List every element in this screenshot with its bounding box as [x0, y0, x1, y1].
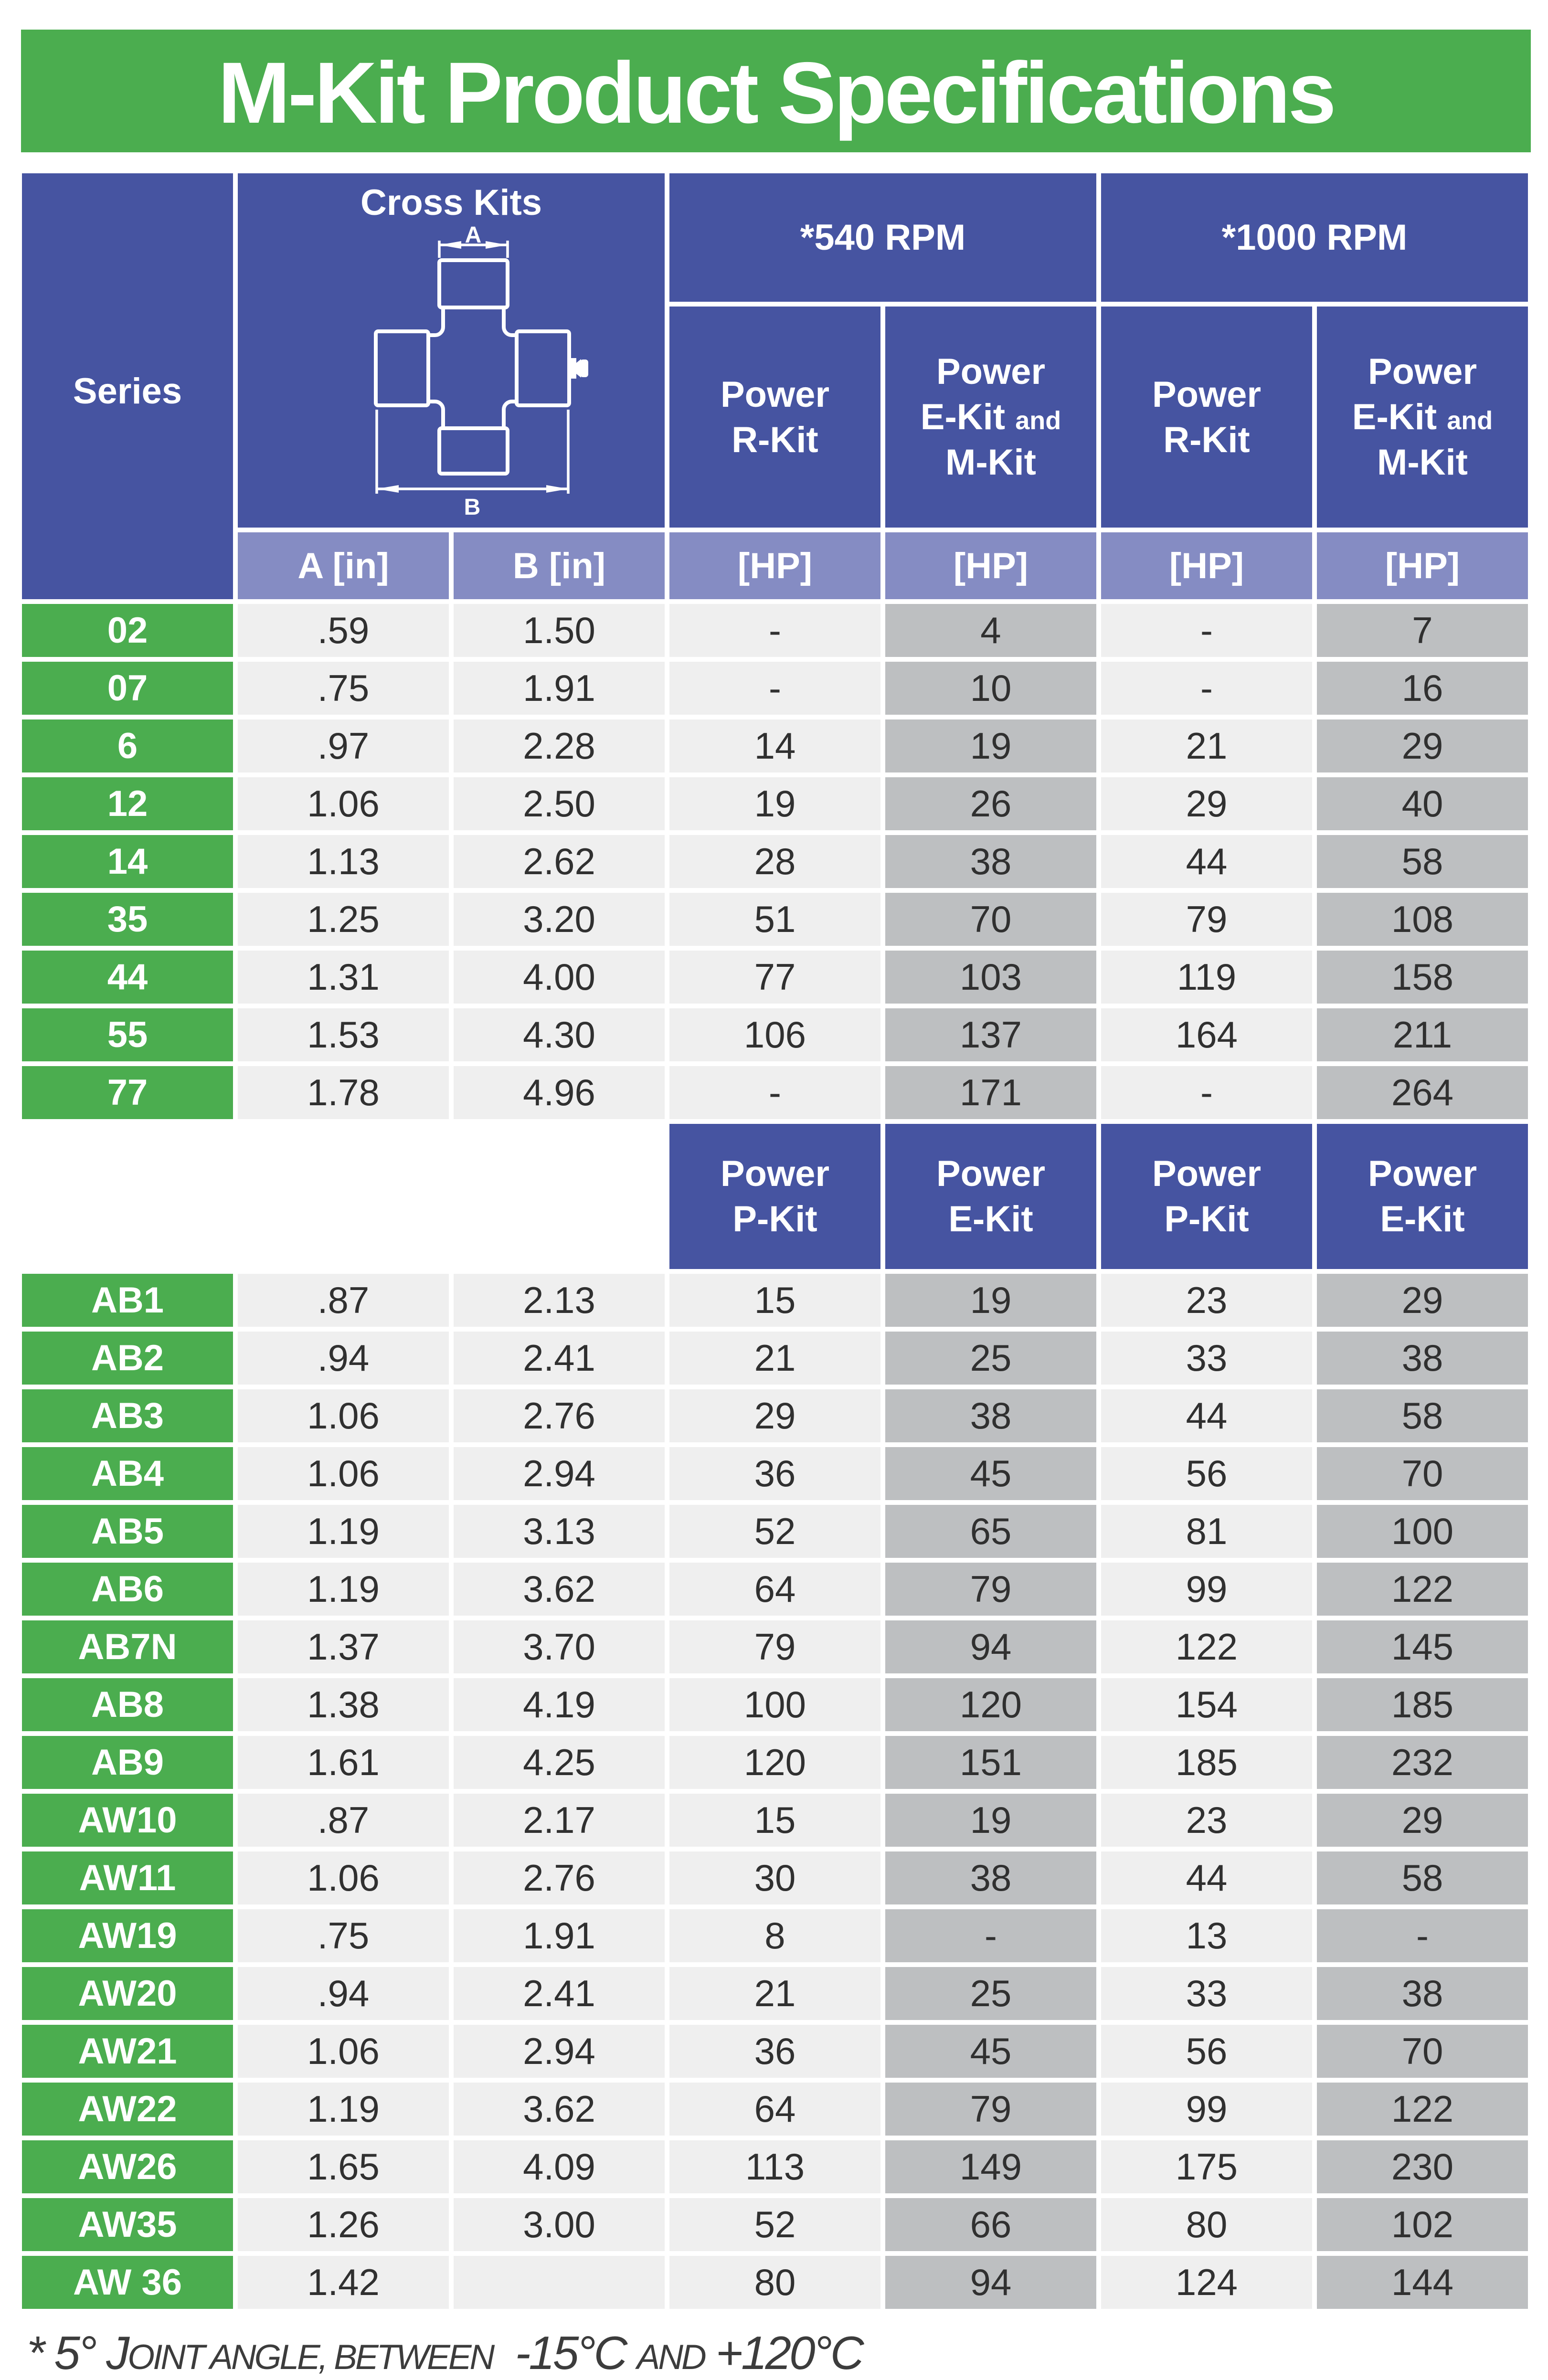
svg-text:B: B	[464, 495, 481, 520]
svg-text:A: A	[465, 222, 482, 248]
